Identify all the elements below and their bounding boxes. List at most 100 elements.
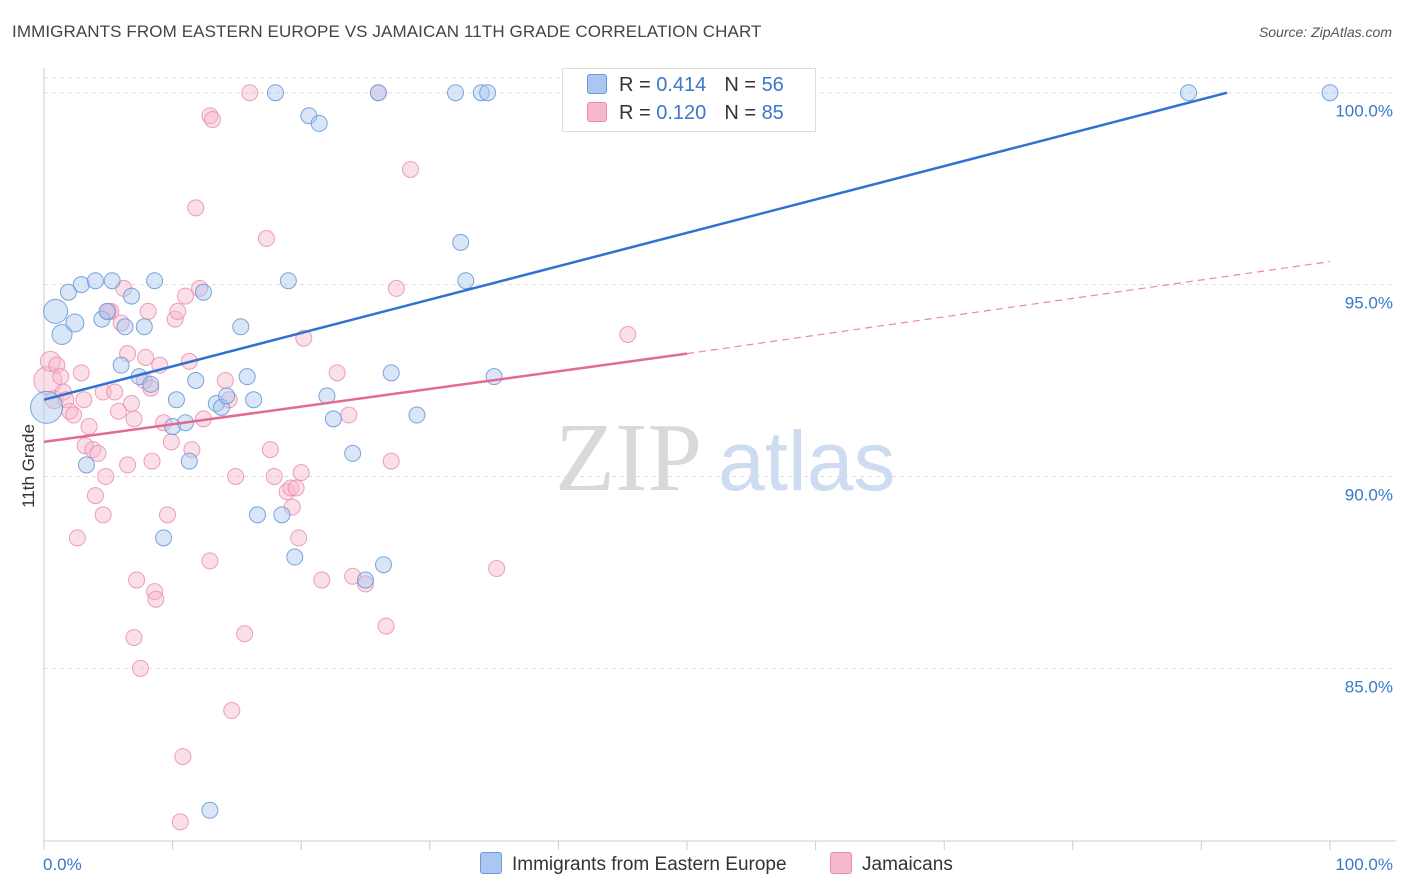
legend-swatch-pink xyxy=(587,102,607,122)
point-jamaicans xyxy=(128,571,146,589)
bottom-legend-swatch-blue xyxy=(480,852,502,874)
point-eastern-europe xyxy=(116,318,134,336)
point-jamaicans xyxy=(340,406,358,424)
y-tick-labels: 85.0% 90.0% 95.0% 100.0% xyxy=(1335,102,1393,697)
point-jamaicans xyxy=(241,84,259,102)
legend-row-series2: R = 0.120 N = 85 xyxy=(587,102,784,126)
point-jamaicans xyxy=(142,379,160,397)
legend-r-label: R = xyxy=(619,102,651,124)
axes xyxy=(43,68,1396,850)
legend-swatch-blue xyxy=(587,74,607,94)
point-eastern-europe xyxy=(103,272,121,290)
point-eastern-europe xyxy=(187,372,205,390)
bottom-legend-series1: Immigrants from Eastern Europe xyxy=(480,852,787,876)
point-eastern-europe xyxy=(142,375,160,393)
point-jamaicans xyxy=(171,813,189,831)
point-jamaicans xyxy=(119,456,137,474)
point-jamaicans xyxy=(382,452,400,470)
point-eastern-europe xyxy=(472,84,490,102)
point-jamaicans xyxy=(39,350,61,372)
point-eastern-europe xyxy=(194,283,212,301)
point-jamaicans xyxy=(257,230,275,248)
point-eastern-europe xyxy=(122,287,140,305)
point-jamaicans xyxy=(72,364,90,382)
trend-lines xyxy=(43,91,1331,444)
bottom-legend-swatch-pink xyxy=(830,852,852,874)
point-jamaicans xyxy=(203,111,221,129)
point-eastern-europe xyxy=(51,323,73,345)
point-jamaicans xyxy=(344,567,362,585)
y-tick-label: 100.0% xyxy=(1335,102,1393,121)
point-jamaicans xyxy=(216,372,234,390)
legend-n-value: 85 xyxy=(761,102,784,124)
point-eastern-europe xyxy=(1180,84,1198,102)
bottom-legend: Immigrants from Eastern Europe Jamaicans xyxy=(0,852,1406,878)
point-jamaicans xyxy=(265,467,283,485)
point-jamaicans xyxy=(94,506,112,524)
point-eastern-europe xyxy=(146,272,164,290)
point-eastern-europe xyxy=(167,391,185,409)
legend-n-label: N = xyxy=(724,74,756,96)
point-eastern-europe xyxy=(155,529,173,547)
point-jamaicans xyxy=(162,433,180,451)
point-jamaicans xyxy=(290,529,308,547)
legend-row-series1: R = 0.414 N = 56 xyxy=(587,74,784,98)
point-eastern-europe xyxy=(408,406,426,424)
point-eastern-europe xyxy=(65,313,85,333)
legend-r-value: 0.120 xyxy=(656,102,707,124)
point-eastern-europe xyxy=(112,356,130,374)
point-eastern-europe xyxy=(447,84,465,102)
point-jamaicans xyxy=(75,391,93,409)
point-jamaicans xyxy=(86,487,104,505)
y-tick-label: 90.0% xyxy=(1345,485,1393,504)
point-jamaicans xyxy=(89,444,107,462)
bottom-legend-series2: Jamaicans xyxy=(830,852,953,876)
point-jamaicans xyxy=(357,575,374,593)
x-tick-label-min: 0.0% xyxy=(43,855,82,874)
point-jamaicans xyxy=(227,467,245,485)
points-series-1 xyxy=(30,84,1339,819)
y-axis-label: 11th Grade xyxy=(19,424,38,508)
legend: R = 0.414 N = 56 R = 0.120 N = 85 xyxy=(562,68,816,132)
point-eastern-europe xyxy=(59,283,77,301)
trend-line-eastern-europe xyxy=(43,91,1228,401)
point-jamaicans xyxy=(377,617,395,635)
point-jamaicans xyxy=(236,625,254,643)
point-jamaicans xyxy=(76,437,94,455)
bottom-legend-label: Jamaicans xyxy=(862,854,953,875)
chart-title: IMMIGRANTS FROM EASTERN EUROPE VS JAMAIC… xyxy=(12,22,762,41)
point-jamaicans xyxy=(68,529,86,547)
point-jamaicans xyxy=(52,368,70,386)
legend-r-value: 0.414 xyxy=(656,74,707,96)
point-eastern-europe xyxy=(232,318,250,336)
point-eastern-europe xyxy=(485,368,503,386)
point-eastern-europe xyxy=(30,390,64,424)
point-eastern-europe xyxy=(43,298,69,324)
point-jamaicans xyxy=(174,748,192,766)
point-eastern-europe xyxy=(266,84,284,102)
points-series-2 xyxy=(33,84,637,831)
point-jamaicans xyxy=(125,629,143,647)
point-jamaicans xyxy=(387,279,405,297)
watermark-zip: ZIP xyxy=(555,404,702,512)
point-eastern-europe xyxy=(135,318,153,336)
point-eastern-europe xyxy=(357,571,374,589)
point-jamaicans xyxy=(292,464,310,482)
point-jamaicans xyxy=(125,410,143,428)
legend-n-value: 56 xyxy=(761,74,784,96)
watermark: ZIP atlas xyxy=(555,404,895,512)
point-jamaicans xyxy=(147,590,165,608)
point-eastern-europe xyxy=(1321,84,1339,102)
point-jamaicans xyxy=(139,302,157,320)
source-label: Source: ZipAtlas.com xyxy=(1258,24,1392,40)
point-jamaicans xyxy=(137,348,155,366)
point-eastern-europe xyxy=(86,272,104,290)
point-eastern-europe xyxy=(324,410,342,428)
point-jamaicans xyxy=(131,659,149,677)
point-jamaicans xyxy=(261,441,279,459)
point-eastern-europe xyxy=(273,506,291,524)
legend-r-label: R = xyxy=(619,74,651,96)
point-jamaicans xyxy=(313,571,331,589)
point-jamaicans xyxy=(97,467,115,485)
